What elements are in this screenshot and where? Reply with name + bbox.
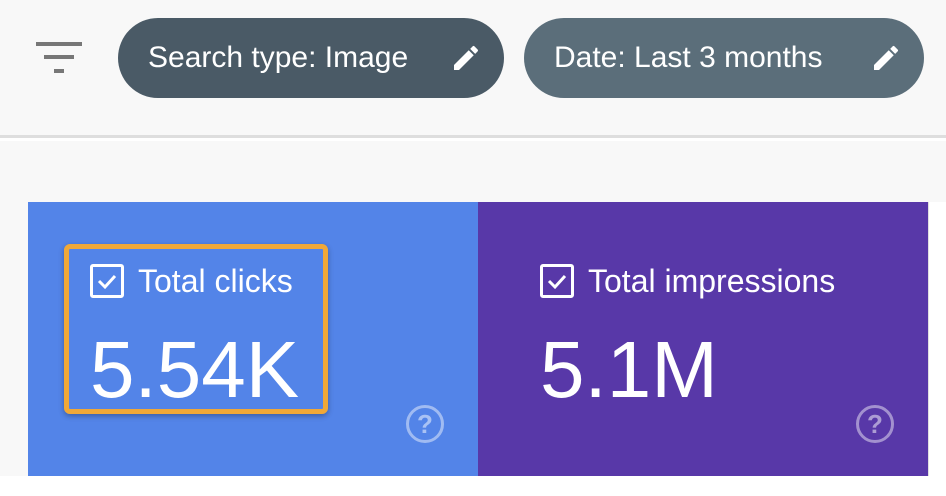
filter-icon[interactable]: [36, 42, 82, 76]
metric-value: 5.54K: [90, 325, 300, 414]
metric-label: Total impressions: [588, 263, 836, 299]
help-icon[interactable]: ?: [856, 405, 894, 443]
metric-label: Total clicks: [138, 263, 293, 299]
checkbox-icon[interactable]: [540, 264, 574, 298]
filter-bar: Search type: Image Date: Last 3 months: [0, 0, 946, 138]
chip-label: Search type: Image: [148, 41, 409, 74]
chip-label: Date: Last 3 months: [554, 41, 823, 74]
checkbox-icon[interactable]: [90, 264, 124, 298]
date-chip[interactable]: Date: Last 3 months: [524, 18, 924, 98]
edit-icon[interactable]: [450, 42, 482, 74]
next-card-edge: [928, 202, 946, 476]
metric-value: 5.1M: [540, 325, 718, 414]
edit-icon[interactable]: [870, 42, 902, 74]
total-clicks-card[interactable]: Total clicks 5.54K ?: [28, 202, 478, 476]
help-icon[interactable]: ?: [406, 405, 444, 443]
highlight-box: [64, 244, 328, 414]
total-impressions-card[interactable]: Total impressions 5.1M ?: [478, 202, 928, 476]
search-type-chip[interactable]: Search type: Image: [118, 18, 504, 98]
